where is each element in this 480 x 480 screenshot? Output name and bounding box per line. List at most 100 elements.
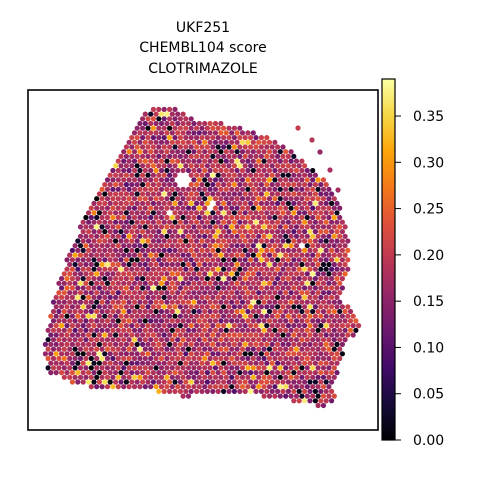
spot bbox=[96, 313, 102, 319]
spot bbox=[142, 290, 148, 296]
spot bbox=[304, 318, 310, 324]
spot bbox=[134, 238, 140, 244]
spot bbox=[94, 205, 100, 211]
spot bbox=[142, 177, 148, 183]
spot bbox=[113, 266, 119, 272]
spot bbox=[248, 153, 254, 159]
spot bbox=[307, 210, 313, 216]
spot bbox=[229, 186, 235, 192]
spot bbox=[288, 196, 294, 202]
spot bbox=[261, 214, 267, 221]
spot bbox=[153, 243, 159, 249]
spot bbox=[312, 285, 318, 291]
spot bbox=[188, 172, 194, 178]
spot bbox=[264, 294, 270, 300]
spot bbox=[256, 243, 262, 249]
spot bbox=[126, 214, 132, 221]
spot bbox=[72, 252, 78, 258]
spot bbox=[234, 327, 240, 333]
spot bbox=[104, 196, 111, 202]
spot bbox=[299, 327, 305, 333]
spot bbox=[239, 233, 246, 239]
spot bbox=[258, 304, 264, 310]
spot bbox=[129, 135, 135, 141]
spot bbox=[91, 219, 97, 225]
spot bbox=[248, 144, 254, 150]
spot bbox=[218, 243, 224, 249]
spot bbox=[242, 172, 248, 178]
spot bbox=[250, 214, 256, 221]
spot bbox=[53, 370, 59, 376]
spot bbox=[137, 139, 143, 145]
spot bbox=[318, 341, 324, 347]
spot bbox=[113, 276, 119, 282]
spot bbox=[283, 308, 289, 315]
spot bbox=[275, 153, 281, 159]
spot bbox=[140, 285, 146, 291]
spot bbox=[239, 299, 246, 305]
spot bbox=[318, 379, 324, 385]
spot bbox=[199, 219, 205, 225]
spot bbox=[115, 374, 121, 380]
spot bbox=[153, 252, 159, 258]
spot bbox=[140, 163, 146, 169]
spot bbox=[226, 341, 232, 347]
spot bbox=[253, 219, 259, 225]
spot bbox=[315, 402, 321, 409]
spot bbox=[61, 299, 67, 305]
spot bbox=[323, 266, 329, 272]
spot bbox=[288, 149, 294, 155]
spot bbox=[256, 139, 262, 145]
spot bbox=[164, 196, 170, 202]
spot bbox=[180, 290, 186, 296]
spot bbox=[234, 158, 240, 164]
spot bbox=[318, 266, 324, 272]
colorbar: 0.000.050.100.150.200.250.300.35 bbox=[381, 78, 444, 449]
spot bbox=[291, 210, 297, 216]
spot bbox=[172, 116, 178, 122]
spot bbox=[183, 257, 189, 263]
spot bbox=[345, 257, 351, 263]
spot bbox=[91, 304, 97, 310]
spot bbox=[264, 153, 270, 159]
spot bbox=[80, 323, 86, 329]
spot bbox=[131, 365, 138, 371]
spot bbox=[288, 186, 294, 192]
spot bbox=[140, 238, 146, 244]
spot bbox=[126, 355, 132, 362]
spot bbox=[256, 280, 262, 286]
spot bbox=[169, 167, 175, 174]
spot bbox=[229, 271, 235, 277]
colorbar-tick-label: 0.35 bbox=[413, 109, 444, 125]
spot bbox=[158, 167, 165, 174]
spot bbox=[199, 332, 205, 338]
spot bbox=[202, 290, 208, 296]
spot bbox=[86, 210, 92, 216]
spot bbox=[129, 257, 135, 263]
spot bbox=[177, 388, 183, 394]
spot bbox=[191, 384, 197, 390]
spot bbox=[104, 280, 111, 286]
spot bbox=[250, 158, 256, 164]
spot bbox=[158, 384, 165, 390]
spot bbox=[239, 261, 246, 268]
spot bbox=[126, 167, 132, 174]
spot bbox=[48, 351, 54, 357]
spot bbox=[264, 370, 270, 376]
spot bbox=[110, 374, 116, 380]
spot bbox=[104, 384, 111, 390]
spot bbox=[231, 229, 237, 235]
spot bbox=[161, 379, 167, 385]
spot bbox=[288, 177, 294, 183]
spot bbox=[113, 304, 119, 310]
spot bbox=[118, 210, 124, 216]
spot bbox=[237, 182, 243, 188]
spot bbox=[153, 139, 159, 145]
spot bbox=[53, 304, 59, 310]
spot bbox=[118, 247, 124, 253]
spot bbox=[167, 276, 173, 282]
spot bbox=[164, 374, 170, 380]
spot bbox=[72, 243, 78, 249]
spot bbox=[80, 379, 86, 385]
spot bbox=[342, 337, 348, 343]
